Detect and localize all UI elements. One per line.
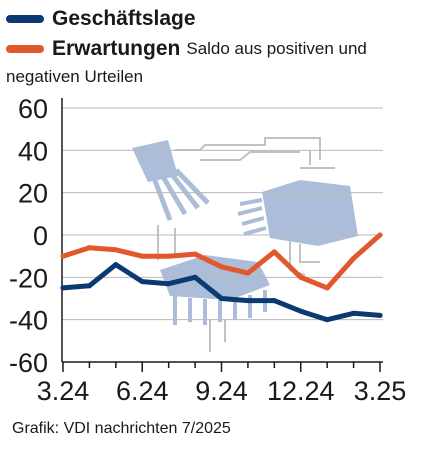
legend-swatch-geschaeftslage	[6, 15, 44, 23]
data-point	[139, 279, 145, 285]
x-tick-label: 3.24	[37, 376, 90, 406]
data-point	[271, 298, 277, 304]
data-point	[60, 253, 66, 259]
legend-label-geschaeftslage: Geschäftslage	[52, 7, 196, 30]
data-point	[271, 249, 277, 255]
data-point	[60, 285, 66, 291]
y-tick-label: -60	[9, 348, 48, 378]
y-tick-label: 20	[18, 179, 48, 209]
data-point	[377, 312, 383, 318]
x-tick-label: 9.24	[195, 376, 248, 406]
data-point	[139, 253, 145, 259]
y-tick-label: -20	[9, 263, 48, 293]
y-tick-label: 40	[18, 136, 48, 166]
data-point	[298, 308, 304, 314]
data-point	[166, 281, 172, 287]
legend-item-erwartungen: Erwartungen Saldo aus positiven und	[6, 34, 421, 64]
data-point	[86, 245, 92, 251]
data-point	[219, 264, 224, 270]
legend-item-geschaeftslage: Geschäftslage	[6, 4, 421, 34]
data-point	[192, 274, 198, 280]
y-tick-label: 60	[18, 94, 48, 124]
data-point	[324, 285, 330, 291]
data-point	[113, 262, 119, 268]
data-point	[377, 232, 383, 238]
chip-right-illustration	[262, 180, 358, 246]
data-point	[113, 247, 119, 253]
legend-note: Saldo aus positiven und	[186, 39, 367, 58]
grid	[62, 107, 383, 363]
data-point	[298, 274, 304, 280]
series-group	[60, 232, 383, 323]
data-point	[86, 283, 92, 289]
data-point	[166, 253, 172, 259]
data-point	[351, 255, 357, 261]
legend: Geschäftslage Erwartungen Saldo aus posi…	[6, 4, 421, 88]
data-point	[324, 317, 330, 323]
data-point	[219, 296, 224, 301]
x-tick-label: 12.24	[267, 376, 335, 406]
microchip-illustration	[132, 137, 358, 352]
x-tick-label: 3.25	[354, 376, 407, 406]
data-point	[351, 310, 357, 316]
data-point	[245, 270, 251, 276]
y-axis: 60 40 20 0 -20 -40 -60	[9, 94, 48, 378]
y-tick-label: -40	[9, 306, 48, 336]
legend-label-erwartungen: Erwartungen	[52, 37, 181, 60]
legend-swatch-erwartungen	[6, 45, 44, 53]
legend-note-continued: negativen Urteilen	[6, 67, 144, 86]
x-tick-label: 6.24	[116, 376, 169, 406]
source-credit: Grafik: VDI nachrichten 7/2025	[12, 420, 231, 437]
y-tick-label: 0	[33, 221, 48, 251]
data-point	[245, 298, 251, 304]
data-point	[192, 251, 198, 257]
x-axis: 3.24 6.24 9.24 12.24 3.25	[37, 98, 407, 406]
